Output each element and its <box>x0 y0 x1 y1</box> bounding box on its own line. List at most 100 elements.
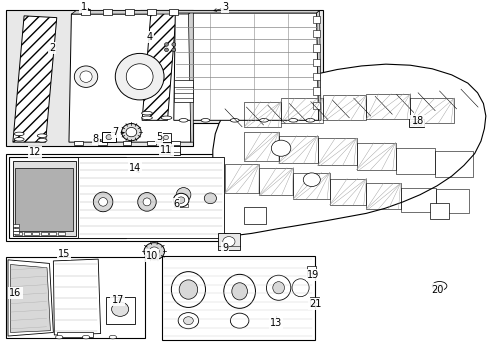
Polygon shape <box>175 10 319 13</box>
Ellipse shape <box>163 135 168 140</box>
Ellipse shape <box>224 274 255 308</box>
Bar <box>395 148 434 174</box>
Ellipse shape <box>183 317 193 325</box>
Ellipse shape <box>173 193 188 207</box>
Ellipse shape <box>179 280 197 299</box>
Bar <box>168 9 177 15</box>
Ellipse shape <box>259 118 268 122</box>
Text: 8: 8 <box>93 134 99 144</box>
Bar <box>259 168 293 195</box>
Ellipse shape <box>415 122 421 126</box>
Ellipse shape <box>435 284 442 288</box>
Ellipse shape <box>291 279 308 297</box>
Text: 3: 3 <box>222 2 227 12</box>
Ellipse shape <box>176 188 190 202</box>
Bar <box>5 10 193 147</box>
Bar <box>356 143 395 170</box>
Ellipse shape <box>288 118 297 122</box>
Bar <box>5 154 224 241</box>
Bar <box>429 203 448 219</box>
Ellipse shape <box>109 335 116 339</box>
Polygon shape <box>188 10 193 142</box>
Bar <box>81 9 90 15</box>
Ellipse shape <box>272 282 284 294</box>
Polygon shape <box>69 14 190 142</box>
Text: 19: 19 <box>306 270 318 280</box>
Bar <box>102 132 116 142</box>
Text: 21: 21 <box>308 299 321 309</box>
Text: 15: 15 <box>58 249 70 259</box>
Ellipse shape <box>99 198 107 206</box>
Bar <box>103 9 112 15</box>
Bar <box>366 183 400 209</box>
Ellipse shape <box>231 283 247 300</box>
Bar <box>41 231 48 235</box>
Bar <box>244 132 278 161</box>
Bar <box>435 189 468 213</box>
Bar <box>309 297 318 305</box>
Bar <box>74 141 82 145</box>
Bar <box>161 256 315 339</box>
Bar <box>244 102 281 127</box>
Text: 4: 4 <box>146 32 152 42</box>
Text: 12: 12 <box>29 147 41 157</box>
Text: 13: 13 <box>269 318 282 328</box>
Polygon shape <box>8 260 53 336</box>
Ellipse shape <box>271 140 290 156</box>
Polygon shape <box>53 259 101 335</box>
Ellipse shape <box>164 43 168 46</box>
Ellipse shape <box>82 335 89 339</box>
Ellipse shape <box>122 123 141 141</box>
Polygon shape <box>71 10 193 14</box>
Text: 10: 10 <box>145 251 158 261</box>
Text: 2: 2 <box>49 43 55 53</box>
Ellipse shape <box>230 313 248 328</box>
Text: 18: 18 <box>410 116 423 126</box>
Bar <box>125 9 134 15</box>
Ellipse shape <box>126 127 137 137</box>
Ellipse shape <box>74 66 98 87</box>
Bar <box>293 172 329 199</box>
Bar <box>317 138 356 165</box>
Bar <box>278 136 317 163</box>
Bar <box>24 231 31 235</box>
Ellipse shape <box>230 118 239 122</box>
Ellipse shape <box>14 132 24 136</box>
Ellipse shape <box>56 335 63 339</box>
Ellipse shape <box>142 116 152 120</box>
Bar <box>171 141 180 145</box>
Ellipse shape <box>201 118 209 122</box>
Ellipse shape <box>115 53 163 100</box>
Ellipse shape <box>178 312 198 329</box>
Ellipse shape <box>177 197 184 203</box>
Bar <box>170 146 180 155</box>
Bar <box>281 98 322 123</box>
Bar <box>312 30 320 37</box>
Bar <box>160 133 171 142</box>
Ellipse shape <box>266 275 290 300</box>
Text: 20: 20 <box>430 284 443 294</box>
Bar <box>13 231 19 234</box>
Ellipse shape <box>80 71 92 82</box>
Bar <box>306 266 315 277</box>
Ellipse shape <box>14 138 24 141</box>
Text: 17: 17 <box>111 295 123 305</box>
Bar <box>434 151 472 177</box>
Ellipse shape <box>106 135 112 140</box>
Bar <box>57 332 93 337</box>
Bar <box>244 207 266 224</box>
Bar <box>408 118 423 127</box>
Bar <box>312 45 320 51</box>
Polygon shape <box>10 265 50 333</box>
Bar <box>140 10 322 123</box>
Bar <box>409 98 453 123</box>
Bar <box>312 73 320 80</box>
Ellipse shape <box>171 43 175 46</box>
Ellipse shape <box>223 237 235 247</box>
Bar <box>98 141 107 145</box>
Ellipse shape <box>204 193 216 204</box>
Polygon shape <box>173 13 318 120</box>
Ellipse shape <box>93 192 113 212</box>
Bar <box>217 233 239 250</box>
Ellipse shape <box>144 243 164 260</box>
